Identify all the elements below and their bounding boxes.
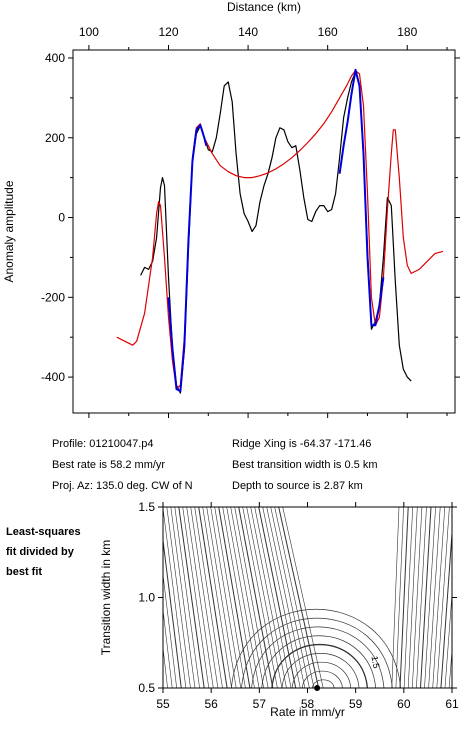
contour-line (250, 507, 287, 688)
contour-line (163, 536, 182, 688)
transition-width-text: Best transition width is 0.5 km (232, 459, 378, 471)
fit-segment-line (338, 68, 385, 327)
contour-line (163, 572, 177, 688)
contour-line (261, 635, 377, 688)
contour-line (218, 507, 251, 688)
y-tick-label: 1.0 (138, 591, 155, 605)
contour-line (391, 507, 400, 688)
y-tick-label: 200 (45, 131, 65, 145)
x-tick-label: 55 (156, 697, 170, 711)
contour-line (202, 507, 232, 688)
contour-line (198, 507, 228, 688)
contour-line (214, 507, 246, 688)
contour-line (428, 507, 441, 688)
contour-line (178, 507, 205, 688)
y-tick-label: 400 (45, 51, 65, 65)
y-tick-label: -200 (41, 290, 65, 304)
contour-line (301, 670, 343, 688)
x-tick-label: 61 (445, 697, 459, 711)
y-tick-label: 1.5 (138, 500, 155, 514)
y-tick-label: 0.5 (138, 681, 155, 695)
x-tick-label: 160 (318, 25, 338, 39)
contour-line (403, 507, 413, 688)
contour-line (399, 507, 409, 688)
contour-line (271, 644, 369, 688)
contour-line (262, 507, 301, 688)
fit-segment-line (167, 124, 208, 393)
contour-line (266, 507, 306, 688)
x-tick-label: 59 (349, 697, 363, 711)
contour-line (174, 507, 200, 688)
contour-line (163, 607, 173, 688)
plot-frame (72, 49, 456, 414)
y-tick-label: -400 (41, 370, 65, 384)
contour-line (436, 507, 450, 688)
depth-to-source-text: Depth to source is 2.87 km (232, 480, 363, 492)
anomaly-profile-chart: 100 120 140 160 180 -400 -200 0 200 400 Distance (… (2, 0, 460, 418)
contour-line (412, 507, 423, 688)
side-note: Least-squares fit divided by best fit (6, 522, 81, 582)
contour-line (194, 507, 223, 688)
x-axis-title: Rate in mm/yr (270, 705, 345, 719)
contour-line (186, 507, 214, 688)
side-note-line: Least-squares (6, 526, 81, 538)
contour-line (448, 646, 452, 688)
contour-line (251, 626, 385, 688)
contour-label: 1.5 (369, 655, 381, 669)
y-axis-title: Transition width in km (99, 540, 113, 656)
x-axis-title: Distance (km) (227, 0, 301, 14)
contour-line (246, 507, 283, 688)
best-rate-text: Best rate is 58.2 mm/yr (52, 459, 166, 471)
side-note-line: fit divided by (6, 546, 74, 558)
contour-line (416, 507, 427, 688)
x-tick-label: 60 (397, 697, 411, 711)
contour-line (238, 507, 274, 688)
contour-line (258, 507, 297, 688)
x-tick-label: 120 (158, 25, 178, 39)
contour-line (226, 507, 260, 688)
contour-line (190, 507, 219, 688)
y-tick-label: 0 (58, 211, 65, 225)
contour-line (311, 679, 335, 688)
contour-lines (163, 507, 452, 688)
x-tick-label: 57 (253, 697, 267, 711)
projection-azimuth-text: Proj. Az: 135.0 deg. CW of N (52, 480, 193, 492)
x-tick-label: 180 (397, 25, 417, 39)
contour-line (420, 507, 432, 688)
contour-line (270, 507, 310, 688)
contour-line (291, 661, 352, 688)
contour-line (424, 507, 436, 688)
contour-line (182, 507, 210, 688)
misfit-contour-chart: 55 56 57 58 59 60 61 0.5 1.0 1.5 Rate in mm/yr Tran… (99, 500, 459, 719)
profile-text: Profile: 01210047.p4 (52, 438, 154, 450)
contour-line (407, 507, 418, 688)
x-tick-label: 100 (79, 25, 99, 39)
contour-line (163, 645, 168, 688)
contour-line (234, 507, 269, 688)
contour-line (282, 507, 324, 688)
contour-line (242, 507, 278, 688)
contour-line (206, 507, 237, 688)
contour-line (274, 507, 315, 688)
observed-profile-line (140, 71, 412, 394)
y-axis-title: Anomaly amplitude (2, 180, 16, 282)
contour-line (281, 653, 360, 688)
contour-line (210, 507, 242, 688)
contour-line (395, 507, 404, 688)
contour-line (432, 507, 446, 688)
contour-line (278, 507, 320, 688)
contour-line (163, 507, 187, 688)
side-note-line: best fit (6, 566, 43, 578)
model-profile-line (116, 70, 444, 390)
best-fit-point (314, 685, 321, 691)
contour-line (170, 507, 196, 688)
x-tick-label: 56 (204, 697, 218, 711)
contour-line (166, 507, 191, 688)
x-tick-label: 58 (301, 697, 315, 711)
x-tick-label: 140 (238, 25, 258, 39)
contour-line (230, 507, 264, 688)
ridge-crossing-text: Ridge Xing is -64.37 -171.46 (232, 438, 372, 450)
contour-line (222, 507, 255, 688)
